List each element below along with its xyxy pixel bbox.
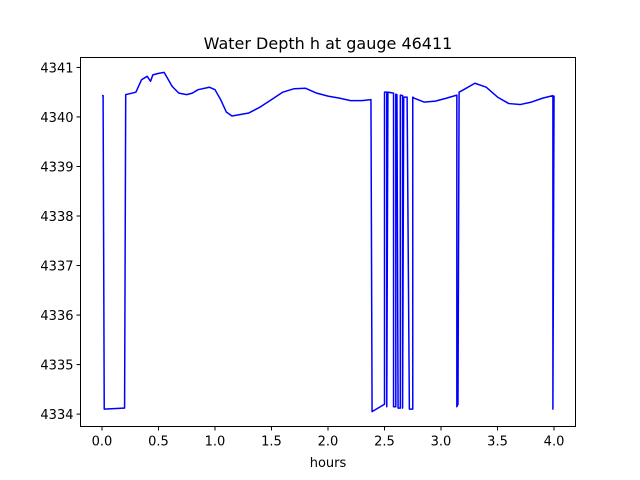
y-tick-label: 4341	[40, 61, 73, 76]
chart-title: Water Depth h at gauge 46411	[204, 34, 453, 53]
x-tick-label: 1.0	[205, 435, 226, 450]
y-tick-label: 4337	[40, 260, 73, 275]
y-tick-label: 4335	[40, 359, 73, 374]
y-tick-label: 4334	[40, 408, 73, 423]
x-tick-label: 3.5	[487, 435, 508, 450]
series-line	[101, 71, 555, 413]
plot-area	[101, 71, 555, 413]
x-tick-label: 3.0	[431, 435, 452, 450]
y-tick-label: 4340	[40, 111, 73, 126]
x-tick-label: 2.0	[318, 435, 339, 450]
y-axis-ticks: 4334 4335 4336 4337 4338 4339 4340 4341	[40, 61, 81, 423]
y-tick-label: 4338	[40, 210, 73, 225]
x-axis-label: hours	[310, 456, 347, 471]
y-tick-label: 4336	[40, 309, 73, 324]
x-tick-label: 0.5	[148, 435, 169, 450]
plot-frame	[80, 57, 576, 427]
x-tick-label: 1.5	[261, 435, 282, 450]
x-tick-label: 4.0	[544, 435, 565, 450]
x-tick-label: 2.5	[374, 435, 395, 450]
x-tick-label: 0.0	[92, 435, 113, 450]
x-axis-ticks: 0.0 0.5 1.0 1.5 2.0 2.5 3.0 3.5 4.0	[92, 426, 565, 450]
y-tick-label: 4339	[40, 160, 73, 175]
